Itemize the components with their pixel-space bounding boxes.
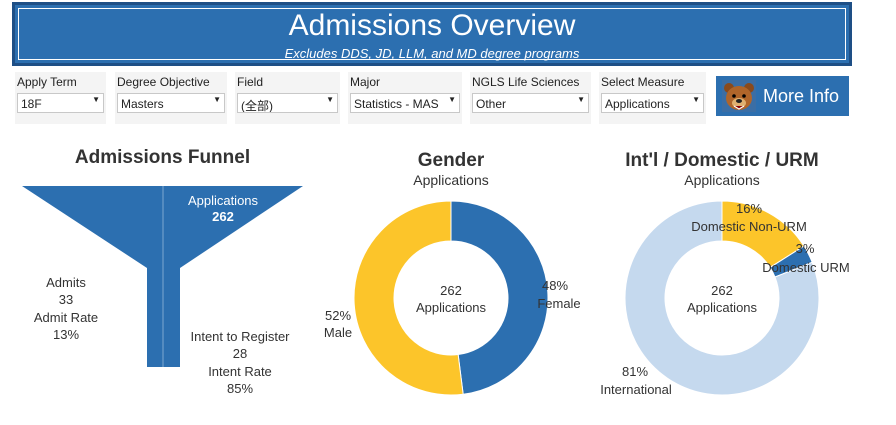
filter-label: NGLS Life Sciences <box>472 75 580 89</box>
funnel-admit-rate-label: Admit Rate <box>33 310 99 325</box>
chevron-down-icon[interactable]: ▼ <box>213 95 221 104</box>
field-dropdown[interactable]: (全部) <box>237 93 338 113</box>
filter-label: Apply Term <box>17 75 77 89</box>
gender-center-value: 262 <box>440 283 462 298</box>
gender-female-pct: 48% <box>541 278 569 293</box>
filter-degree-objective: Degree Objective Masters ▼ <box>115 72 227 124</box>
citizenship-center-label: Applications <box>686 300 758 315</box>
gender-female-name: Female <box>537 296 581 311</box>
major-dropdown[interactable]: Statistics - MAS <box>350 93 460 113</box>
citizenship-nonurm-pct: 16% <box>735 201 763 216</box>
funnel-intent-value: 28 <box>232 346 248 361</box>
gender-title: Gender <box>417 150 485 171</box>
citizenship-nonurm-name: Domestic Non-URM <box>691 219 807 234</box>
select-measure-dropdown[interactable]: Applications <box>601 93 704 113</box>
more-info-label: More Info <box>763 86 840 106</box>
filter-select-measure: Select Measure Applications ▼ <box>599 72 706 124</box>
page-subtitle: Excludes DDS, JD, LLM, and MD degree pro… <box>284 46 580 61</box>
funnel-intent-label: Intent to Register <box>190 329 290 344</box>
funnel-title: Admissions Funnel <box>74 147 251 168</box>
chevron-down-icon[interactable]: ▼ <box>448 95 456 104</box>
citizenship-urm-pct: 3% <box>795 241 815 256</box>
funnel-applications-label: Applications <box>187 193 259 208</box>
banner-border <box>18 8 846 60</box>
citizenship-title: Int'l / Domestic / URM <box>625 150 819 171</box>
gender-subtitle: Applications <box>413 172 489 188</box>
filter-label: Field <box>237 75 264 89</box>
citizenship-intl-name: International <box>600 382 672 397</box>
filter-label: Select Measure <box>601 75 685 89</box>
header-banner: Admissions Overview Excludes DDS, JD, LL… <box>12 2 852 66</box>
citizenship-center-value: 262 <box>711 283 733 298</box>
filter-ngls-life-sciences: NGLS Life Sciences Other ▼ <box>470 72 591 124</box>
funnel-intent-rate-label: Intent Rate <box>208 364 272 379</box>
filter-label: Major <box>350 75 381 89</box>
ngls-life-sciences-dropdown[interactable]: Other <box>472 93 589 113</box>
gender-male-pct: 52% <box>324 308 352 323</box>
chevron-down-icon[interactable]: ▼ <box>692 95 700 104</box>
bear-mascot-icon <box>722 80 756 112</box>
citizenship-intl-pct: 81% <box>621 364 649 379</box>
citizenship-subtitle: Applications <box>684 172 760 188</box>
funnel-admits-value: 33 <box>58 292 74 307</box>
more-info-button[interactable]: More Info <box>716 76 849 116</box>
gender-male-name: Male <box>323 325 353 340</box>
page-title: Admissions Overview <box>288 9 576 42</box>
gender-center-label: Applications <box>415 300 487 315</box>
filter-field: Field (全部) ▼ <box>235 72 340 124</box>
citizenship-urm-name: Domestic URM <box>762 260 850 275</box>
filter-label: Degree Objective <box>117 75 210 89</box>
funnel-admit-rate-value: 13% <box>52 327 80 342</box>
filter-major: Major Statistics - MAS ▼ <box>348 72 462 124</box>
funnel-intent-rate-value: 85% <box>226 381 254 396</box>
funnel-applications-value: 262 <box>212 209 234 224</box>
apply-term-dropdown[interactable]: 18F <box>17 93 104 113</box>
gender-slice-male <box>353 200 464 396</box>
chevron-down-icon[interactable]: ▼ <box>577 95 585 104</box>
chevron-down-icon[interactable]: ▼ <box>326 95 334 104</box>
filter-apply-term: Apply Term 18F ▼ <box>15 72 106 124</box>
funnel-admits-label: Admits <box>46 275 86 290</box>
chevron-down-icon[interactable]: ▼ <box>92 95 100 104</box>
degree-objective-dropdown[interactable]: Masters <box>117 93 225 113</box>
